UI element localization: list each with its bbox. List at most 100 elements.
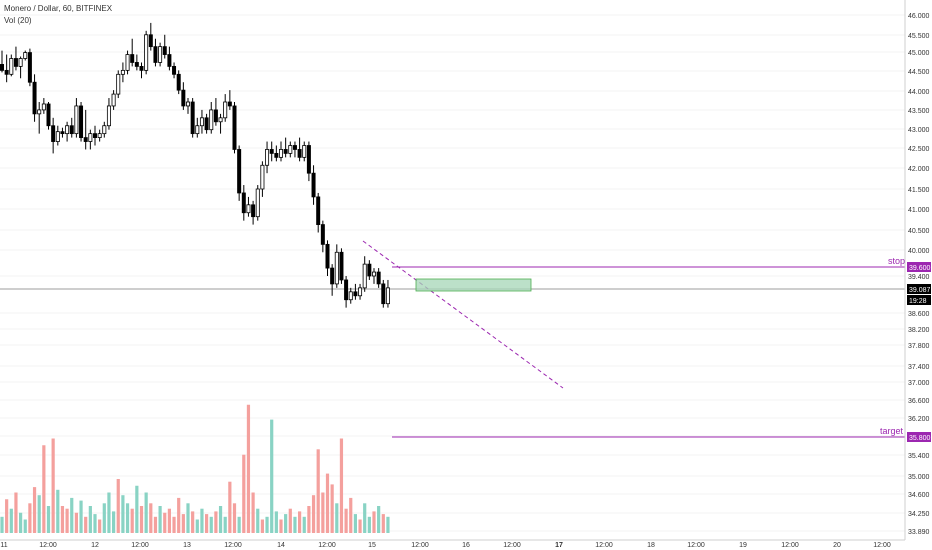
candle-down	[4, 69, 9, 75]
volume-bar	[214, 511, 218, 533]
volume-bar	[363, 503, 367, 533]
candle-up	[23, 52, 28, 59]
volume-bar	[307, 506, 311, 533]
candle-down	[139, 66, 144, 71]
candle-down	[148, 34, 153, 48]
stop-price-badge-bg	[907, 262, 931, 272]
candle-down	[204, 117, 209, 131]
chart-title: Monero / Dollar, 60, BITFINEX	[4, 4, 113, 13]
volume-bar	[195, 519, 199, 533]
y-tick-label: 36.600	[908, 398, 930, 405]
volume-bar	[242, 454, 246, 533]
candle-down	[344, 279, 349, 301]
candle-up	[199, 117, 204, 127]
candle-down	[162, 46, 167, 55]
candle-up	[246, 204, 251, 214]
y-tick-label: 46.000	[908, 13, 930, 20]
volume-bar	[60, 506, 65, 533]
volume-bar	[186, 503, 190, 533]
candle-up	[37, 109, 42, 115]
y-tick-label: 34.600	[908, 492, 930, 499]
volume-bar	[367, 516, 371, 533]
volume-bar	[246, 404, 251, 533]
candle-up	[106, 105, 111, 127]
candle-up	[74, 105, 79, 135]
candle-down	[353, 291, 358, 297]
volume-bar	[316, 449, 320, 533]
candle-down	[69, 125, 74, 135]
candle-down	[172, 66, 177, 75]
volume-bar	[274, 511, 278, 533]
x-tick-label: 16	[462, 542, 470, 549]
y-tick-label: 44.000	[908, 89, 930, 96]
volume-bar	[177, 497, 181, 533]
y-tick-label: 42.000	[908, 166, 930, 173]
volume-bar	[349, 497, 353, 533]
volume-bar	[353, 514, 357, 533]
y-tick-label: 37.400	[908, 364, 930, 371]
candle-down	[274, 153, 279, 158]
candle-up	[195, 125, 200, 135]
volume-bar	[181, 514, 185, 533]
volume-bar	[65, 508, 69, 533]
x-tick-label: 17	[555, 542, 563, 549]
entry-zone[interactable]	[415, 278, 532, 292]
time-axis[interactable]: 11 12:00 12 12:00 13 12:00 14 12:00 15 12:00 16 12:…	[0, 539, 905, 549]
candle-down	[167, 54, 172, 67]
countdown-badge: 19:28	[909, 298, 927, 305]
y-tick-label: 40.500	[908, 228, 930, 235]
x-tick-label: 12:00	[781, 542, 799, 549]
candle-down	[283, 149, 288, 154]
candle-down	[367, 263, 372, 277]
volume-bar	[251, 492, 255, 533]
candle-up	[116, 73, 121, 95]
candle-up	[260, 164, 265, 190]
candle-down	[227, 101, 232, 107]
y-tick-label: 33.890	[908, 529, 930, 536]
candle-up	[18, 58, 23, 67]
candle-down	[190, 101, 195, 135]
volume-bar	[260, 519, 264, 533]
target-price-badge: 35.800	[909, 435, 931, 442]
candle-up	[265, 149, 270, 166]
candle-up	[362, 263, 367, 289]
candle-down	[79, 105, 84, 138]
y-tick-label: 35.400	[908, 453, 930, 460]
volume-bar	[302, 516, 306, 533]
price-axis[interactable]: 46.000 45.500 45.000 44.500 44.000 43.500 43.0…	[908, 13, 930, 536]
candle-up	[385, 287, 390, 305]
candle-down	[83, 137, 88, 142]
trend-line[interactable]	[362, 240, 564, 389]
volume-bar	[311, 495, 316, 533]
candle-down	[381, 283, 386, 305]
volume-bar	[84, 516, 88, 533]
volume-bars	[0, 404, 390, 533]
grid	[0, 14, 905, 532]
volume-bar	[102, 503, 106, 533]
x-tick-label: 12:00	[503, 542, 521, 549]
candle-up	[120, 69, 125, 75]
volume-bar	[232, 503, 237, 533]
y-tick-label: 44.500	[908, 69, 930, 76]
volume-bar	[153, 516, 158, 533]
y-tick-label: 45.500	[908, 33, 930, 40]
candle-down	[306, 145, 311, 174]
y-tick-label: 38.600	[908, 311, 930, 318]
volume-bar	[218, 506, 223, 533]
candle-up	[334, 251, 339, 285]
y-tick-label: 41.000	[908, 207, 930, 214]
y-tick-label: 37.800	[908, 343, 930, 350]
volume-bar	[237, 516, 241, 533]
volume-bar	[163, 512, 167, 533]
volume-bar	[209, 516, 213, 533]
volume-bar	[14, 492, 18, 533]
candle-down	[311, 172, 316, 198]
y-tick-label: 43.500	[908, 108, 930, 115]
x-tick-label: 12:00	[318, 542, 336, 549]
y-tick-label: 36.200	[908, 416, 930, 423]
volume-bar	[139, 506, 144, 533]
x-tick-label: 19	[739, 542, 747, 549]
y-tick-label: 35.000	[908, 474, 930, 481]
candle-down	[0, 64, 4, 71]
